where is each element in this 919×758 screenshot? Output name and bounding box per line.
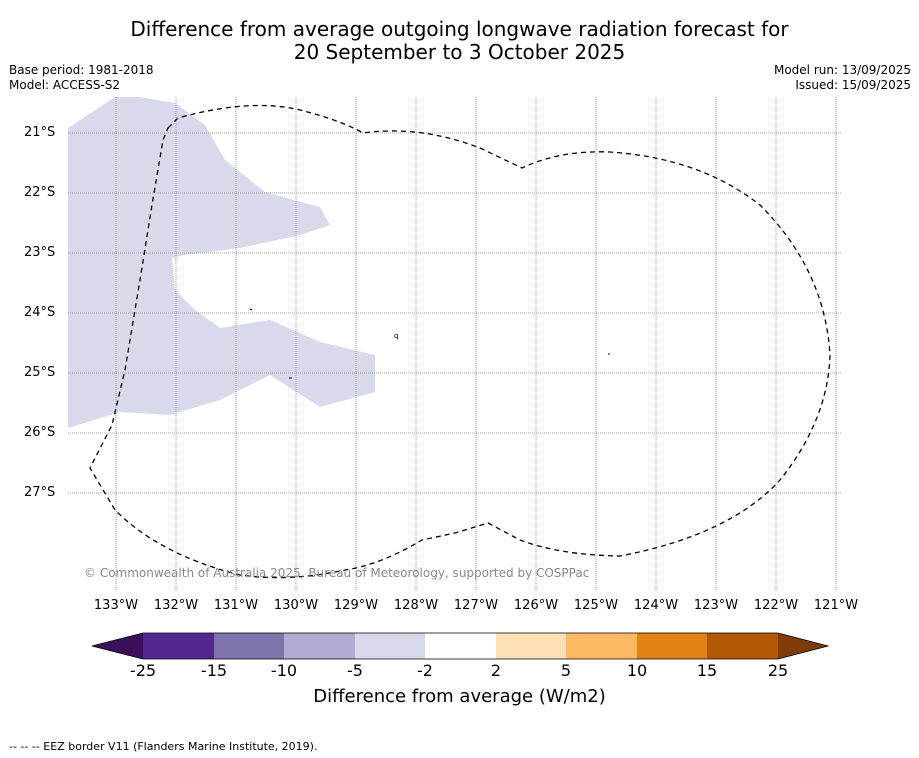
lon-label: 126°W (513, 598, 559, 613)
meta-right: Model run: 13/09/2025 Issued: 15/09/2025 (774, 63, 911, 93)
colorbar-bin (284, 633, 355, 659)
colorbar-label: Difference from average (W/m2) (313, 686, 606, 707)
colorbar-tick: -10 (270, 661, 298, 680)
colorbar-bin (566, 633, 637, 659)
lat-label: 27°S (24, 485, 56, 500)
issued-date: Issued: 15/09/2025 (795, 78, 911, 92)
lat-label: 25°S (24, 365, 56, 380)
lon-label: 130°W (273, 598, 319, 613)
lon-label: 127°W (453, 598, 499, 613)
lat-label: 22°S (24, 185, 56, 200)
lon-label: 129°W (333, 598, 379, 613)
lat-label: 24°S (24, 305, 56, 320)
colorbar-bin (143, 633, 214, 659)
colorbar-bin (496, 633, 566, 659)
colorbar-tick: 10 (626, 661, 648, 680)
copyright-text: © Commonwealth of Australia 2025, Bureau… (84, 566, 589, 580)
model-run: Model run: 13/09/2025 (773, 63, 911, 77)
colorbar-tick: 2 (490, 661, 502, 680)
lon-label: 122°W (753, 598, 799, 613)
colorbar-outline (91, 632, 830, 660)
eez-border (89, 104, 831, 579)
meta-left: Base period: 1981-2018 Model: ACCESS-S2 (9, 63, 154, 93)
lat-gridlines (68, 132, 842, 494)
colorbar-low-extend (92, 633, 143, 659)
map-title: Difference from average outgoing longwav… (0, 18, 919, 64)
colorbar-tick: 15 (696, 661, 718, 680)
lon-label: 125°W (573, 598, 619, 613)
lon-label: 124°W (633, 598, 679, 613)
map-speck (249, 308, 253, 311)
base-period: Base period: 1981-2018 (9, 63, 154, 77)
colorbar (91, 632, 830, 660)
lat-label: 21°S (24, 125, 56, 140)
lon-label: 123°W (693, 598, 739, 613)
lon-gridlines (115, 97, 837, 590)
colorbar-bin (355, 633, 425, 659)
eez-footnote: -- -- -- EEZ border V11 (Flanders Marine… (9, 740, 318, 753)
lat-label: 26°S (24, 425, 56, 440)
colorbar-bin (637, 633, 707, 659)
lat-label: 23°S (24, 245, 56, 260)
colorbar-tick: -2 (417, 661, 433, 680)
colorbar-bin (214, 633, 284, 659)
lon-label: 128°W (393, 598, 439, 613)
anomaly-region (68, 97, 375, 428)
lon-label: 133°W (93, 598, 139, 613)
title-line-1: Difference from average outgoing longwav… (130, 17, 789, 41)
title-line-2: 20 September to 3 October 2025 (293, 40, 626, 64)
colorbar-tick: -15 (200, 661, 228, 680)
model-name: Model: ACCESS-S2 (9, 78, 121, 92)
colorbar-high-extend (778, 633, 828, 659)
lon-label: 121°W (813, 598, 859, 613)
colorbar-tick: -5 (347, 661, 363, 680)
colorbar-bin (707, 633, 778, 659)
lon-label: 132°W (153, 598, 199, 613)
colorbar-tick: 25 (767, 661, 789, 680)
lon-label: 131°W (213, 598, 259, 613)
colorbar-tick: 5 (560, 661, 572, 680)
colorbar-bin (425, 633, 496, 659)
map-speck: q (394, 332, 398, 340)
colorbar-tick: -25 (129, 661, 157, 680)
